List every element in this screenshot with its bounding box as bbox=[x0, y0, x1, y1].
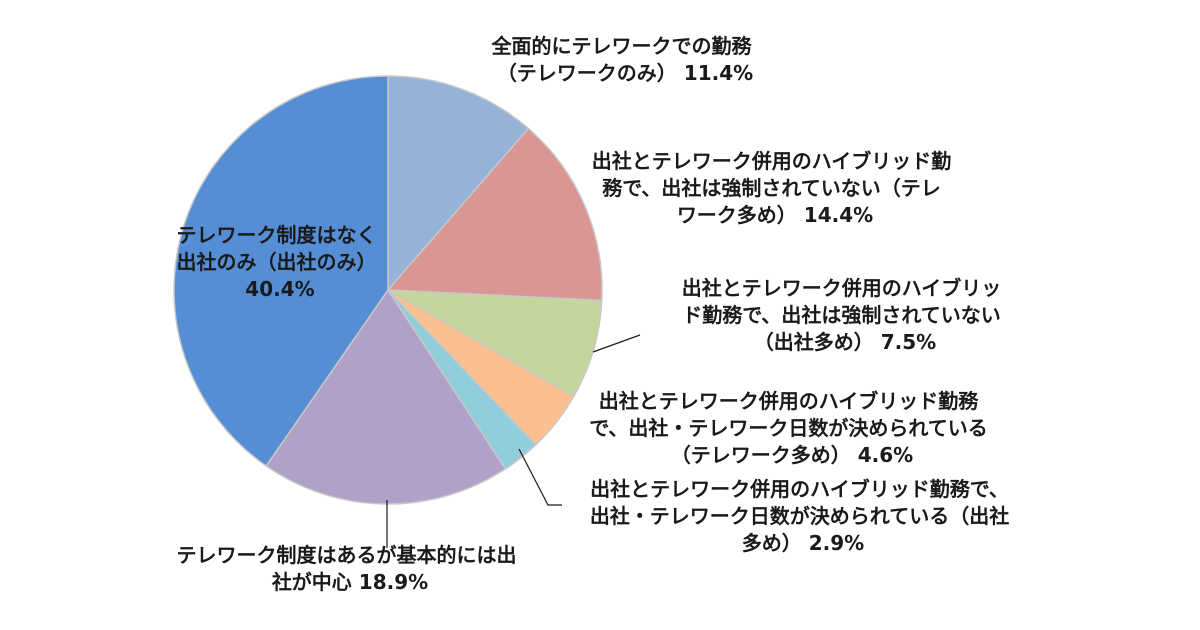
slice-label-1: 全面的にテレワークでの勤務 （テレワークのみ） 11.4% bbox=[491, 34, 759, 85]
slice-label-5: 出社とテレワーク併用のハイブリッド勤務で、 出社・テレワーク日数が決められている… bbox=[590, 477, 1016, 555]
pie-slice-2 bbox=[386, 127, 603, 302]
slice-label-3: 出社とテレワーク併用のハイブリッ ド勤務で、出社は強制されていない （出社多め）… bbox=[682, 276, 1009, 354]
pie-slice-1 bbox=[387, 75, 530, 293]
leader-line-slice-5 bbox=[518, 448, 562, 506]
slice-label-6: テレワーク制度はあるが基本的には出 社が中心 18.9% bbox=[177, 543, 524, 594]
pie-slice-7 bbox=[173, 75, 389, 467]
leader-lines bbox=[386, 334, 641, 548]
slice-label-4: 出社とテレワーク併用のハイブリッド勤務 で、出社・テレワーク日数が決められている… bbox=[589, 389, 995, 467]
pie-slice-6 bbox=[265, 288, 507, 505]
slice-labels: 全面的にテレワークでの勤務 （テレワークのみ） 11.4% 出社とテレワーク併用… bbox=[177, 34, 1016, 594]
pie-slice-3 bbox=[387, 289, 603, 398]
slice-label-2: 出社とテレワーク併用のハイブリッド勤 務で、出社は強制されていない（テレ ワーク… bbox=[592, 149, 959, 227]
pie-slices bbox=[173, 75, 603, 505]
slice-label-7: テレワーク制度はなく 出社のみ（出社のみ） 40.4% bbox=[177, 223, 384, 301]
leader-line-slice-3 bbox=[592, 334, 641, 353]
